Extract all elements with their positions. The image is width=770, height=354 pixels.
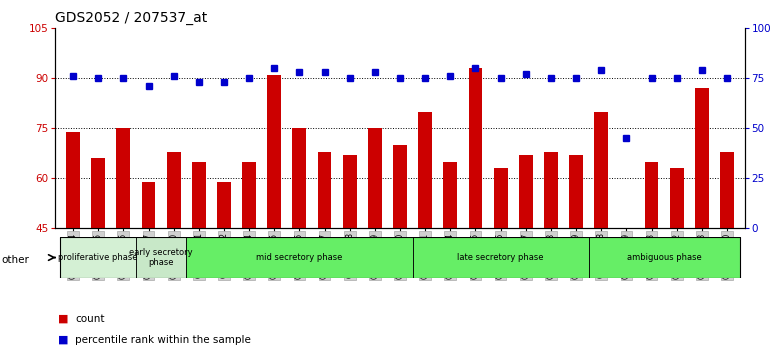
Text: ambiguous phase: ambiguous phase (627, 253, 701, 262)
Bar (619, 228, 633, 305)
Bar (720, 152, 734, 228)
Bar (267, 75, 281, 228)
Bar (92, 158, 105, 228)
Text: percentile rank within the sample: percentile rank within the sample (75, 335, 251, 345)
Text: early secretory
phase: early secretory phase (129, 248, 193, 267)
Bar (66, 132, 80, 228)
Bar (670, 169, 684, 228)
Text: GDS2052 / 207537_at: GDS2052 / 207537_at (55, 11, 208, 25)
Text: count: count (75, 314, 105, 324)
Bar (167, 152, 181, 228)
Bar (368, 129, 382, 228)
Text: late secretory phase: late secretory phase (457, 253, 544, 262)
Bar (217, 182, 231, 228)
Bar (644, 162, 658, 228)
Bar (116, 129, 130, 228)
Bar (142, 182, 156, 228)
Bar (413, 237, 588, 278)
Bar (243, 162, 256, 228)
Bar (469, 68, 482, 228)
Bar (293, 129, 306, 228)
Bar (192, 162, 206, 228)
Bar (544, 152, 557, 228)
Bar (444, 162, 457, 228)
Bar (418, 112, 432, 228)
Bar (393, 145, 407, 228)
Bar (61, 237, 136, 278)
Bar (695, 88, 708, 228)
Text: other: other (2, 255, 29, 265)
Bar (569, 155, 583, 228)
Text: ■: ■ (58, 314, 69, 324)
Bar (494, 169, 507, 228)
Bar (318, 152, 331, 228)
Bar (136, 237, 186, 278)
Text: mid secretory phase: mid secretory phase (256, 253, 343, 262)
Text: proliferative phase: proliferative phase (59, 253, 138, 262)
Text: ■: ■ (58, 335, 69, 345)
Bar (588, 237, 739, 278)
Bar (343, 155, 357, 228)
Bar (186, 237, 413, 278)
Bar (519, 155, 533, 228)
Bar (594, 112, 608, 228)
